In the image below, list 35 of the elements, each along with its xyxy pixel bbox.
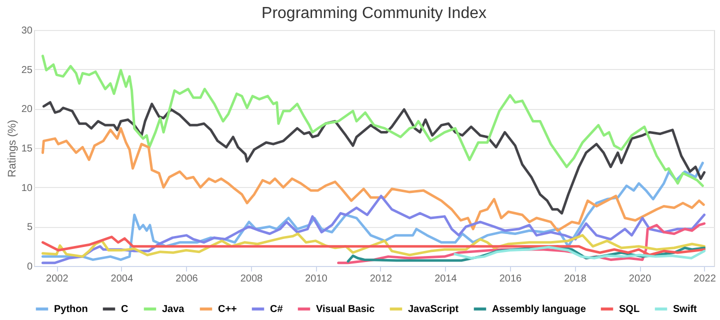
x-tick-label: 2012 xyxy=(370,274,393,284)
y-tick-label: 0 xyxy=(26,262,33,272)
y-tick-label: 30 xyxy=(21,26,33,36)
y-tick-label: 20 xyxy=(21,104,33,116)
x-tick-label: 2006 xyxy=(176,274,198,284)
line-series xyxy=(42,101,706,215)
x-tick-label: 2016 xyxy=(499,274,522,284)
line-series xyxy=(41,127,705,232)
legend-label: SQL xyxy=(619,304,640,315)
y-tick-label: 5 xyxy=(26,222,33,234)
legend-label: Visual Basic xyxy=(316,304,376,315)
x-tick-label: 2018 xyxy=(564,274,587,284)
legend-label: C# xyxy=(270,304,284,315)
x-tick-label: 2022 xyxy=(694,274,716,284)
legend-label: C++ xyxy=(218,304,238,315)
legend-label: Python xyxy=(54,304,88,315)
x-tick-label: 2004 xyxy=(110,274,134,284)
legend-label: JavaScript xyxy=(408,304,460,315)
legend-label: Assembly language xyxy=(492,304,586,315)
y-tick-label: 15 xyxy=(21,144,33,154)
line-series xyxy=(41,54,704,188)
x-tick-label: 2002 xyxy=(46,274,69,284)
y-axis-title: Ratings (%) xyxy=(6,120,18,178)
line-series xyxy=(454,246,706,260)
line-series xyxy=(41,194,706,264)
x-tick-label: 2020 xyxy=(628,274,652,284)
x-tick-label: 2010 xyxy=(305,274,328,284)
legend-label: Java xyxy=(162,304,185,315)
legend-label: C xyxy=(121,304,128,315)
x-tick-label: 2008 xyxy=(240,274,264,284)
legend-label: Swift xyxy=(673,304,698,315)
y-tick-label: 10 xyxy=(21,182,33,194)
chart-title: Programming Community Index xyxy=(262,5,486,22)
x-tick-label: 2014 xyxy=(434,274,458,284)
y-tick-label: 25 xyxy=(21,64,33,76)
